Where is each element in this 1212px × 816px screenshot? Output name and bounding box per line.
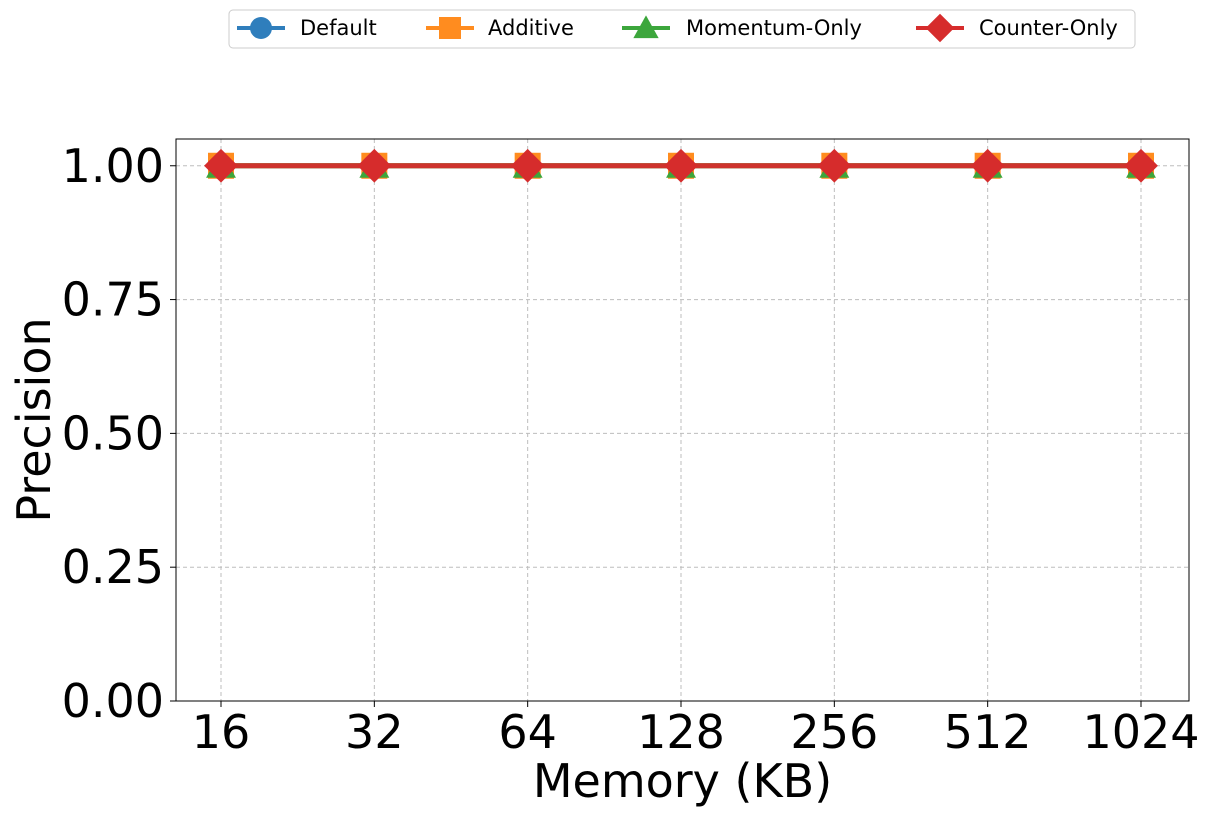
y-tick-label: 0.25 [62,540,164,594]
legend-marker [250,17,272,39]
x-tick-label: 512 [944,705,1032,759]
x-axis: 16 32 64 128 256 512 1024 [192,701,1200,759]
y-axis-title: Precision [7,317,61,522]
x-tick-label: 128 [637,705,725,759]
y-tick-label: 0.50 [62,406,164,460]
series-layer [204,148,1158,183]
legend-marker [925,13,955,43]
data-point [510,148,545,183]
y-tick-label: 0.00 [62,674,164,728]
data-point [664,148,698,183]
y-axis: 0.00 0.25 0.50 0.75 1.00 [62,139,176,728]
legend: Default Additive Momentum-Only Counter-Only [228,9,1136,49]
data-point [357,148,392,183]
data-point [817,148,852,183]
plot-frame [175,138,1190,702]
legend-marker [439,17,461,39]
y-tick-label: 1.00 [62,139,164,193]
series-counter-only [204,148,1158,183]
x-tick-label: 16 [192,705,251,759]
data-point [204,148,238,183]
data-point [970,148,1005,183]
x-tick-label: 32 [345,705,404,759]
x-tick-label: 1024 [1082,705,1199,759]
legend-label: Default [300,16,377,40]
data-point [1124,148,1158,183]
legend-marker [633,15,659,39]
legend-label: Momentum-Only [686,16,862,40]
y-tick-label: 0.75 [62,273,164,327]
legend-label: Additive [488,16,574,40]
plot-area [176,139,1189,701]
x-tick-label: 256 [790,705,878,759]
x-tick-label: 64 [498,705,557,759]
legend-label: Counter-Only [979,16,1118,40]
x-axis-title: Memory (KB) [533,754,832,808]
